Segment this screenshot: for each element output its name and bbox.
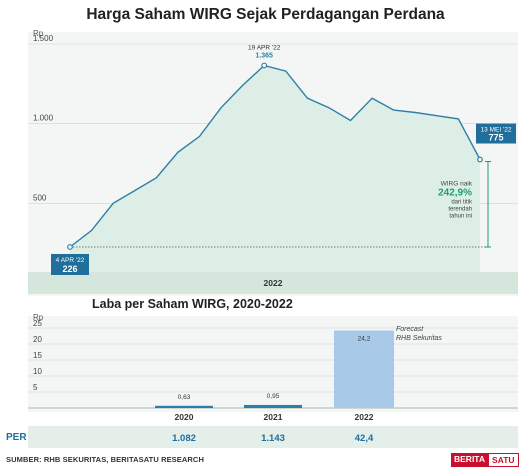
y-tick-label: 500 [33,193,47,202]
peak-point [261,62,268,69]
y-tick-label: 1.000 [33,114,54,123]
year-band [28,272,518,294]
publisher-logo: BERITA SATU [451,453,519,467]
bar-2021 [244,404,302,408]
x-category-label: 2020 [175,412,194,422]
x-category-label: 2022 [355,412,374,422]
x-axis-label: 2022 [264,278,283,288]
start-label-value: 226 [62,264,77,274]
price-area [70,65,480,272]
y-axis-unit-label: Rp [33,29,44,38]
per-value-2022: 42,4 [354,433,374,444]
y-tick-label: 1.500 [33,34,54,43]
note-percentage: 242,9% [438,188,472,199]
logo-part2: SATU [488,453,519,467]
start-point [67,244,73,250]
source-note: SUMBER: RHB SEKURITAS, BERITASATU RESEAR… [6,455,204,464]
peak-label-date: 19 APR '22 [248,45,281,52]
x-category-label: 2021 [264,412,283,422]
per-label: PER [6,432,27,443]
lower-plot-background [28,316,518,412]
lower-y-tick-label: 15 [33,351,42,360]
note-line2: dari titik [451,200,473,206]
lower-y-tick-label: 5 [33,383,38,392]
note-line3: terendah [448,207,472,213]
bar-value-label: 0,95 [267,393,280,400]
start-label-box [51,253,89,275]
per-value-2020: 1.082 [172,433,196,444]
note-line1: WIRG naik [441,181,473,188]
lower-chart-title: Laba per Saham WIRG, 2020-2022 [92,297,293,311]
per-band [28,426,518,448]
end-label-date: 13 MEI '22 [481,127,512,134]
note-line4: tahun ini [449,214,472,220]
bar-2022 [334,330,394,408]
chart-title: Harga Saham WIRG Sejak Perdagangan Perda… [86,6,445,23]
forecast-note-line1: Forecast [396,326,424,333]
peak-label-value: 1.365 [255,53,273,60]
logo-part1: BERITA [451,453,489,467]
per-value-2021: 1.143 [261,433,285,444]
lower-y-tick-label: 20 [33,335,42,344]
end-label-box [476,123,516,144]
end-point [477,156,483,163]
price-line [69,64,481,248]
lower-y-tick-label: 25 [33,319,42,328]
end-label-value: 775 [488,133,503,143]
lower-y-tick-label: 10 [33,367,42,376]
bar-value-label: 24,2 [358,336,371,343]
forecast-note: Forecast RHB Sekuritas [396,326,442,343]
bar-value-label: 0,63 [178,394,191,401]
lower-y-unit-label: Rp [33,313,44,322]
bar-2020 [155,405,213,408]
forecast-note-line2: RHB Sekuritas [396,334,442,342]
start-label-date: 4 APR '22 [56,257,85,264]
